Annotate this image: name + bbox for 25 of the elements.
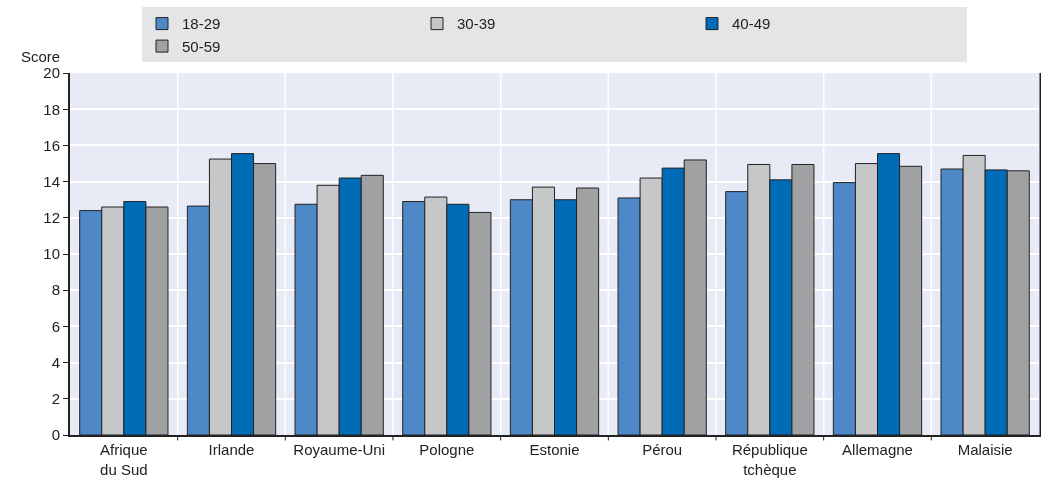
- x-tick-label: Estonie: [529, 441, 580, 458]
- legend-label: 50-59: [182, 37, 221, 55]
- y-axis-title: Score: [21, 48, 61, 65]
- y-tick-label: 16: [43, 136, 60, 154]
- y-tick-label: 4: [51, 353, 60, 371]
- legend-label: 40-49: [732, 15, 771, 33]
- y-tick-label: 10: [43, 245, 60, 263]
- y-tick-label: 12: [43, 209, 60, 227]
- x-tick-label: Pérou: [642, 441, 683, 458]
- legend-label: 18-29: [182, 15, 221, 33]
- y-tick-label: 20: [43, 64, 60, 82]
- x-tick-label: Royaume-Uni: [293, 441, 386, 458]
- x-tick-label: Pologne: [419, 441, 475, 458]
- y-tick-label: 8: [51, 281, 60, 299]
- y-tick-label: 2: [51, 390, 60, 408]
- x-tick-label: Malaisie: [957, 441, 1013, 458]
- y-tick-label: 6: [51, 317, 60, 335]
- y-tick-label: 18: [43, 100, 60, 118]
- y-tick-label: 0: [51, 426, 60, 444]
- y-tick-label: 14: [43, 172, 60, 190]
- x-tick-label: République tchèque: [731, 441, 808, 478]
- x-tick-label: Irlande: [208, 441, 255, 458]
- x-tick-label: Allemagne: [842, 441, 913, 458]
- legend-label: 30-39: [457, 15, 496, 33]
- x-tick-label: Afrique du Sud: [100, 441, 148, 478]
